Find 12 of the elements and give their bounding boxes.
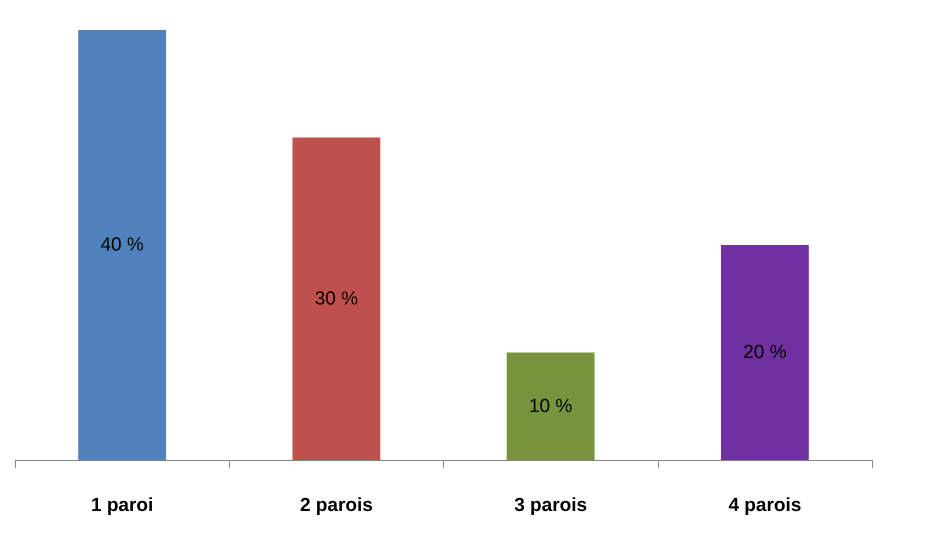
x-tick-label: 4 parois <box>728 495 802 516</box>
bar <box>78 30 166 460</box>
data-label: 40 % <box>100 234 144 256</box>
bar <box>506 352 595 460</box>
x-tick-label: 3 parois <box>514 495 588 516</box>
data-label: 10 % <box>528 396 572 417</box>
x-tick-label: 1 paroi <box>90 495 154 516</box>
x-tick-label: 2 parois <box>300 495 373 516</box>
data-label: 30 % <box>314 288 358 310</box>
data-label: 20 % <box>743 342 787 363</box>
bar <box>292 138 380 460</box>
bar <box>720 245 809 460</box>
